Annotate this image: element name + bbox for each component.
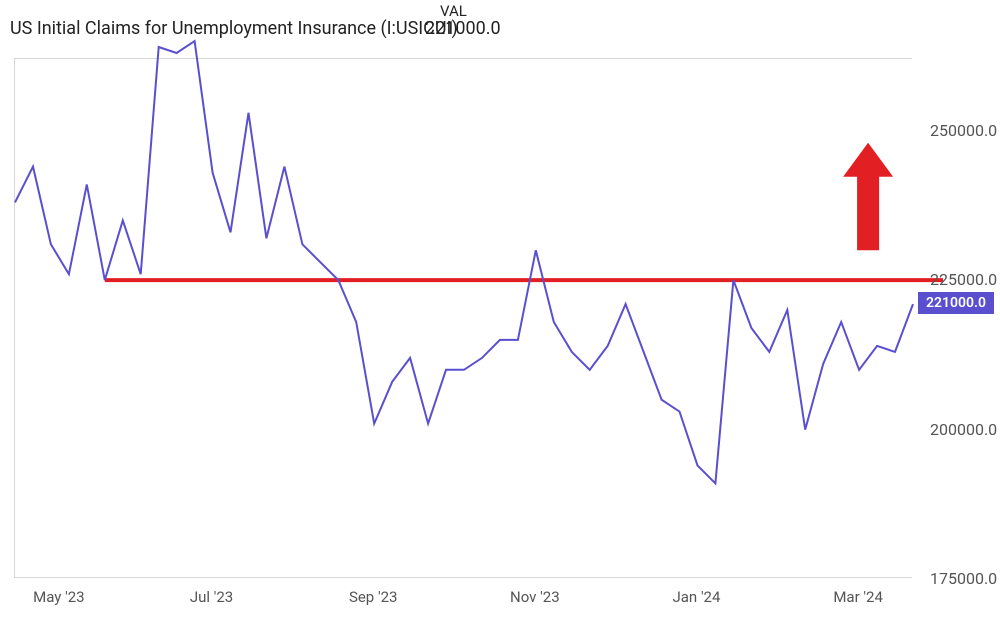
annotation-arrow: [843, 143, 893, 251]
x-tick-label: Sep '23: [349, 588, 398, 606]
current-value-badge: 221000.0: [918, 292, 994, 314]
y-tick-label: 250000.0: [930, 121, 997, 140]
y-tick-label: 225000.0: [930, 270, 997, 289]
x-tick-label: Jul '23: [190, 588, 233, 606]
x-tick-label: May '23: [33, 588, 84, 606]
y-tick-label: 175000.0: [930, 569, 997, 588]
x-tick-label: Nov '23: [510, 588, 560, 606]
chart-svg: [15, 59, 913, 579]
x-tick-label: Jan '24: [673, 588, 721, 606]
val-current-value: 221000.0: [425, 18, 501, 39]
chart-plot-area: [14, 58, 912, 578]
data-series-line: [15, 41, 913, 483]
chart-title: US Initial Claims for Unemployment Insur…: [10, 18, 458, 39]
y-tick-label: 200000.0: [930, 420, 997, 439]
x-tick-label: Mar '24: [833, 588, 883, 606]
